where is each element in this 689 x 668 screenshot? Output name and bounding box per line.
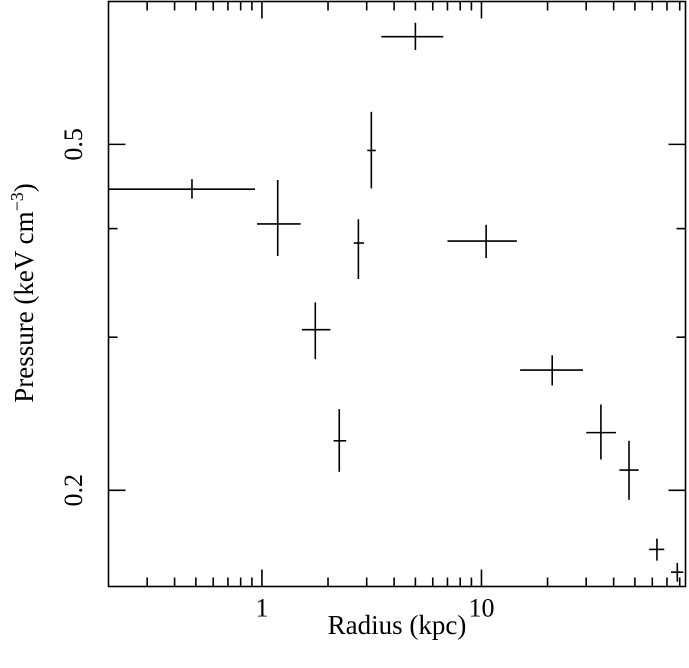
major-ticks xyxy=(108,1,686,587)
data-point xyxy=(447,224,517,259)
tick-labels: 1 10 0.5 0.2 xyxy=(59,128,494,622)
data-point xyxy=(367,111,376,189)
data-point xyxy=(586,404,616,460)
data-points xyxy=(108,22,684,582)
minor-ticks xyxy=(146,1,681,587)
y-axis-label-exponent: −3 xyxy=(7,192,27,211)
data-point xyxy=(649,538,665,561)
data-point xyxy=(520,355,583,386)
data-point xyxy=(670,562,684,582)
x-tick-label: 10 xyxy=(468,594,494,623)
y-axis-label-main: Pressure (keV cm xyxy=(9,211,39,402)
x-axis-label: Radius (kpc) xyxy=(328,610,467,640)
data-point xyxy=(301,302,331,360)
plot-frame xyxy=(107,0,687,588)
y-axis-label-close: ) xyxy=(9,183,39,192)
y-tick-label: 0.5 xyxy=(59,128,88,161)
y-tick-label: 0.2 xyxy=(59,474,88,507)
data-point xyxy=(353,219,365,280)
x-tick-label: 1 xyxy=(255,594,268,623)
data-point xyxy=(619,440,639,500)
data-point xyxy=(381,22,444,50)
data-point xyxy=(333,409,347,472)
data-point xyxy=(257,179,301,256)
y-axis-label: Pressure (keV cm−3) xyxy=(7,183,39,403)
data-point xyxy=(108,179,256,199)
